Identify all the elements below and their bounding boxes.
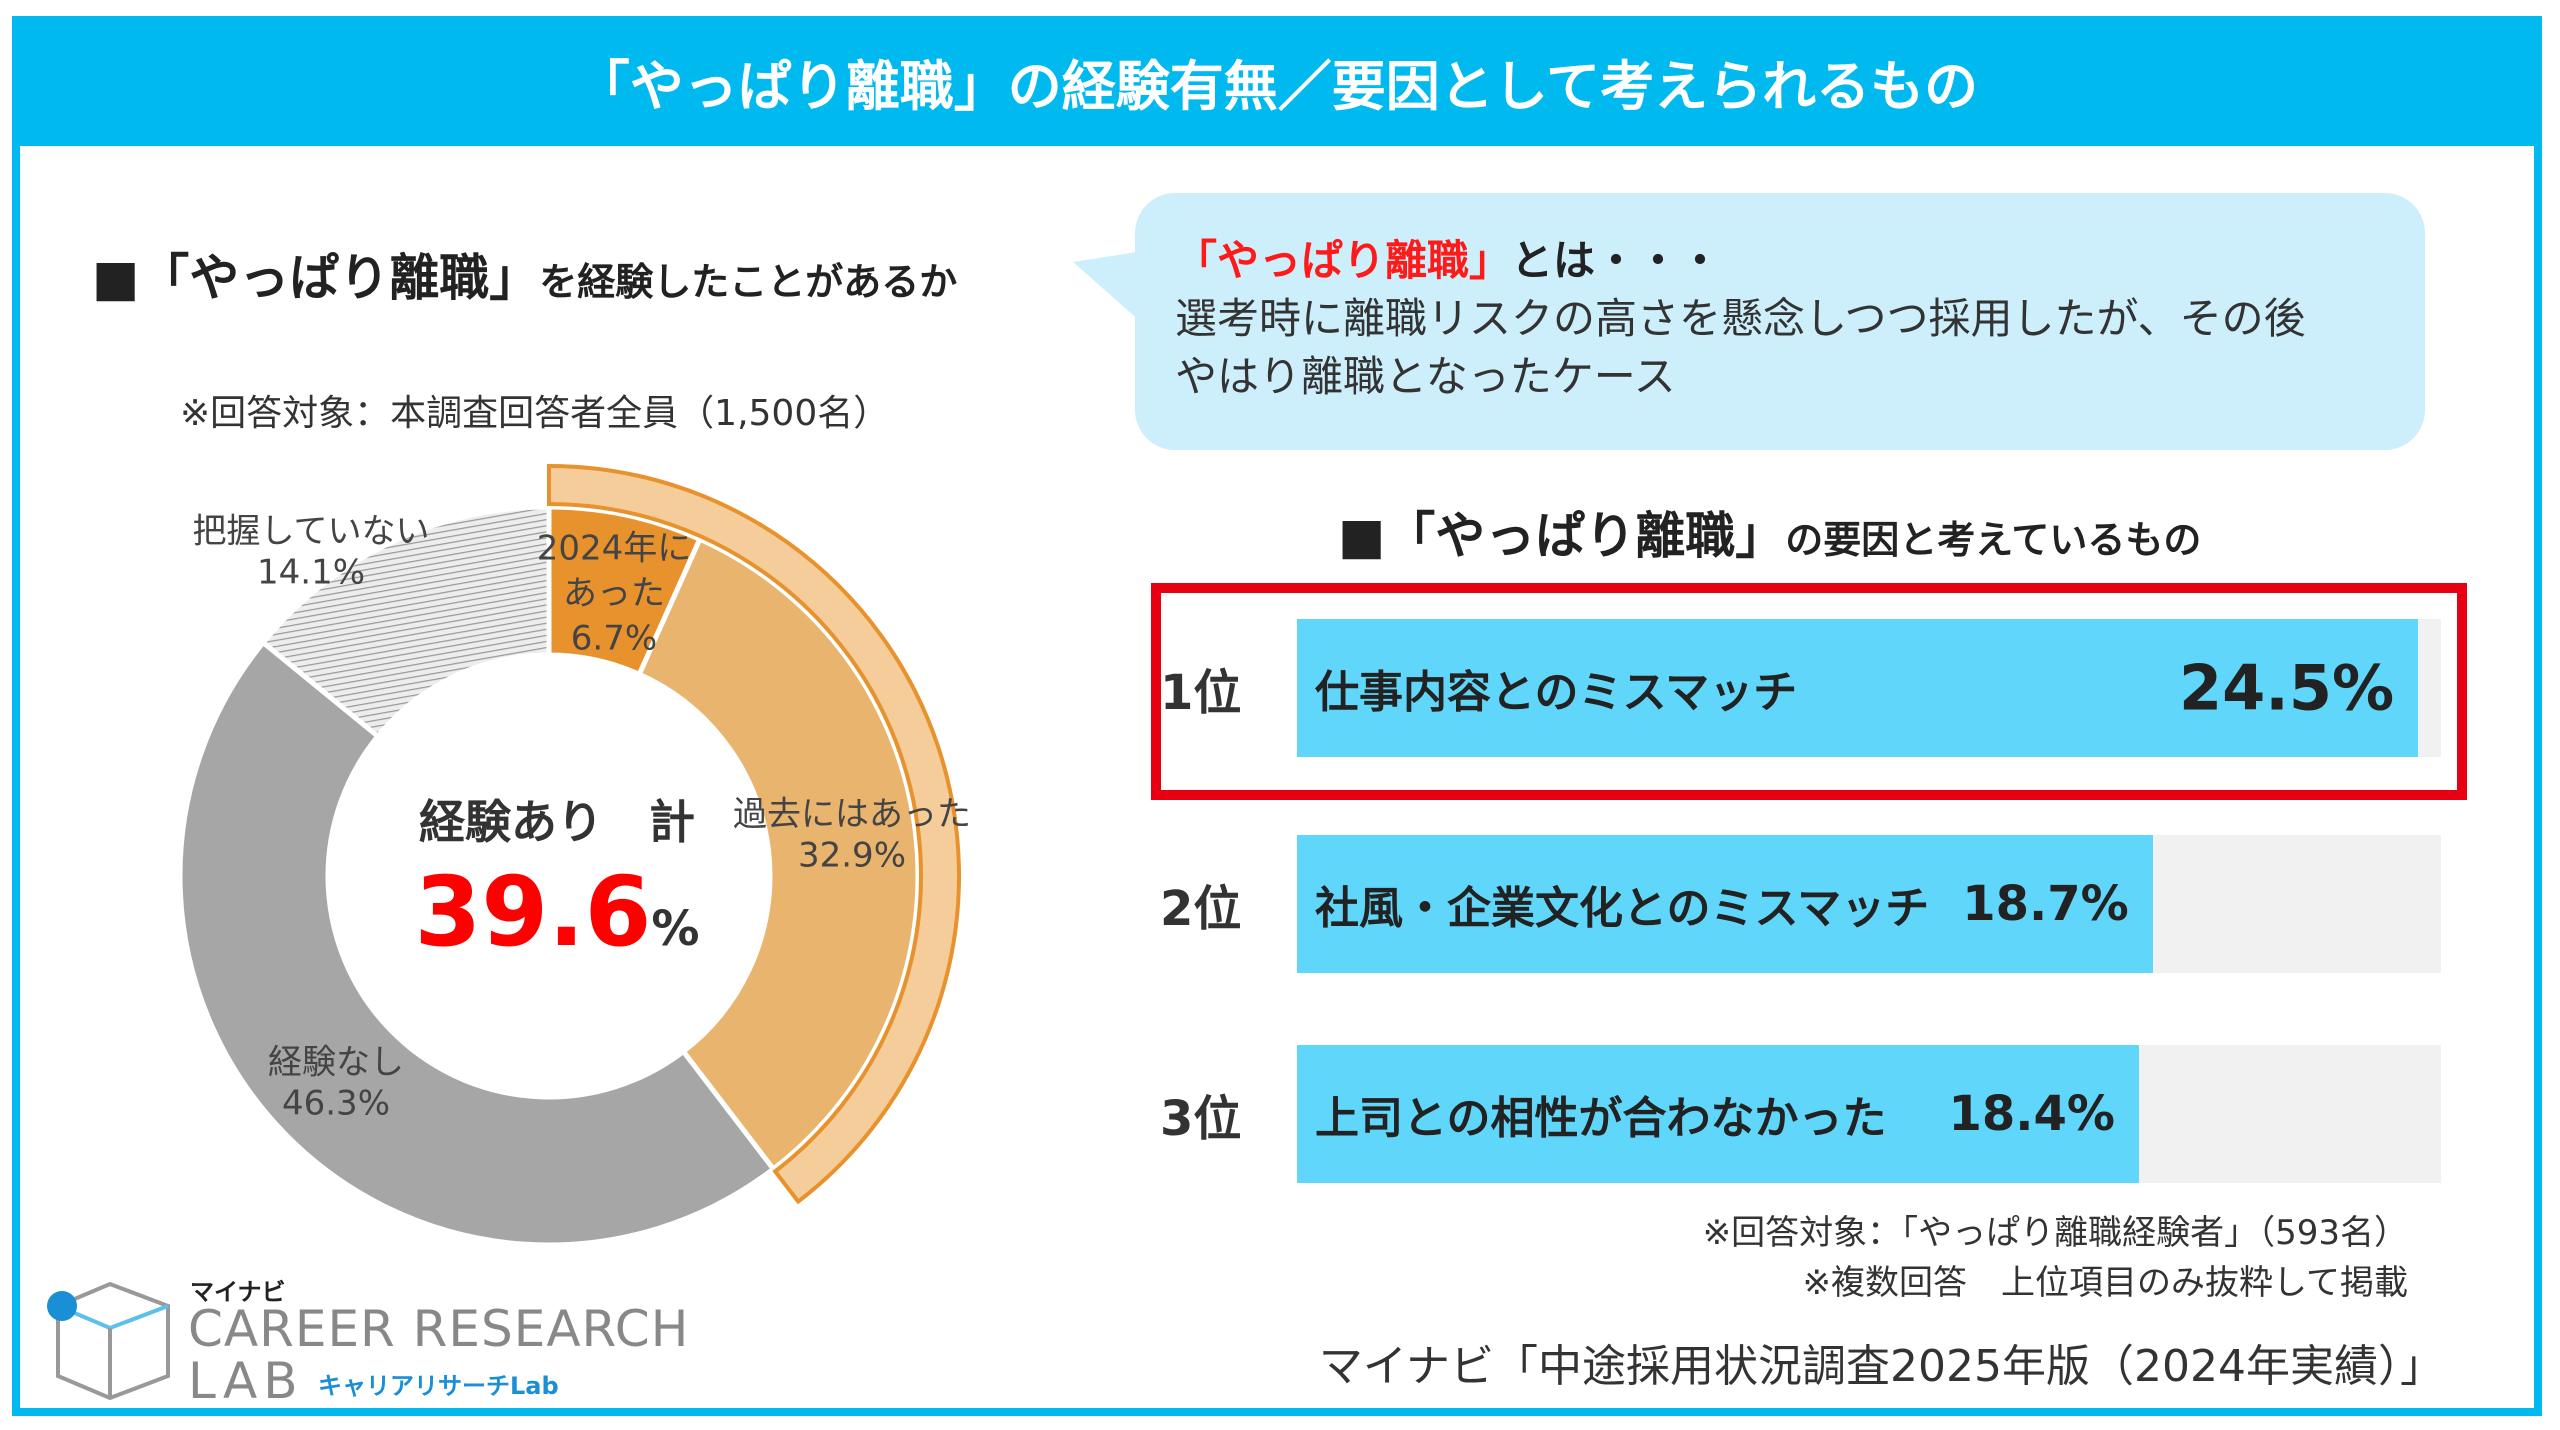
bubble-tail [1073, 250, 1150, 330]
bar-track: 上司との相性が合わなかった 18.4% [1297, 1045, 2441, 1183]
slice-label-past: 過去にはあった 32.9% [733, 787, 971, 876]
slice-label-text: あった [563, 573, 665, 614]
donut-slice-1 [636, 535, 921, 1173]
slice-label-text: 2024年に [536, 528, 692, 569]
definition-line1: 選考時に離職リスクの高さを懸念しつつ採用したが、その後 [1175, 294, 2306, 343]
slice-value: 6.7% [570, 618, 658, 659]
slice-label-none: 経験なし 46.3% [268, 1035, 404, 1124]
bar-value: 18.7% [1962, 876, 2129, 932]
right-heading-sub: の要因と考えているもの [1785, 518, 2202, 562]
right-multi-answer-note: ※複数回答 上位項目のみ抜粋して掲載 [1802, 1263, 2408, 1303]
logo-sub: キャリアリサーチLab [318, 1372, 559, 1400]
left-heading-sub: を経験したことがあるか [539, 260, 958, 304]
slice-label-text: 過去にはあった [733, 794, 971, 835]
center-number: 39.6 [414, 856, 652, 968]
highlight-box [1151, 583, 2467, 800]
bar-value: 24.5% [2179, 651, 2395, 725]
slice-value: 32.9% [797, 835, 906, 876]
donut-center-label: 経験あり 計 [419, 795, 695, 849]
definition-term: 「やっぱり離職」 [1175, 236, 1512, 285]
logo-line1: CAREER RESEARCH [188, 1300, 690, 1358]
center-unit: % [651, 901, 700, 957]
logo-line2: LAB [188, 1352, 304, 1410]
slice-value: 14.1% [256, 552, 366, 593]
logo-maker: マイナビ [190, 1278, 286, 1306]
donut-slice-2 [177, 639, 777, 1248]
page-title: 「やっぱり離職」の経験有無／要因として考えられるもの [12, 16, 2542, 146]
bar-category: 仕事内容とのミスマッチ [1315, 667, 1798, 718]
bar-category: 上司との相性が合わなかった [1315, 1093, 1887, 1144]
bar-1 [1297, 619, 2419, 757]
left-heading-main: ■「やっぱり離職」 [92, 249, 540, 307]
left-respondent-note: ※回答対象：本調査回答者全員（1,500名） [180, 393, 890, 434]
rank-label: 1位 [1160, 665, 1242, 721]
slice-label-text: 経験なし [268, 1042, 404, 1083]
right-heading-main: ■「やっぱり離職」 [1338, 507, 1786, 565]
slice-label-text: 把握していない [192, 511, 430, 552]
right-respondent-note: ※回答対象：「やっぱり離職経験者」（593名） [1702, 1213, 2408, 1253]
rank-label: 2位 [1160, 881, 1242, 937]
right-heading: ■「やっぱり離職」の要因と考えているもの [1338, 496, 2201, 568]
slice-label-unknown: 把握していない 14.1% [193, 504, 430, 593]
career-research-lab-logo-icon [47, 1281, 170, 1401]
bar-track: 仕事内容とのミスマッチ 24.5% [1297, 619, 2441, 757]
source-note: マイナビ「中途採用状況調査2025年版（2024年実績）」 [1318, 1341, 2444, 1392]
donut-center-value: 39.6% [415, 856, 700, 968]
definition-bubble [1135, 193, 2425, 450]
rank-label: 3位 [1160, 1091, 1242, 1147]
slice-value: 46.3% [281, 1083, 390, 1124]
bar-2 [1297, 835, 2153, 973]
left-heading: ■「やっぱり離職」を経験したことがあるか [92, 238, 957, 310]
definition-line2: やはり離職となったケース [1175, 352, 1676, 401]
slice-label-2024: 2024年に あった 6.7% [537, 527, 692, 662]
bar-3 [1297, 1045, 2139, 1183]
experienced-total-arc [547, 463, 961, 1205]
donut-slice-3 [259, 504, 552, 740]
definition-text: 「やっぱり離職」とは・・・ 選考時に離職リスクの高さを懸念しつつ採用したが、その… [1175, 232, 2306, 406]
bar-value: 18.4% [1948, 1086, 2115, 1142]
definition-suffix: とは・・・ [1511, 236, 1722, 285]
bar-track: 社風・企業文化とのミスマッチ 18.7% [1297, 835, 2441, 973]
bar-category: 社風・企業文化とのミスマッチ [1315, 883, 1930, 934]
